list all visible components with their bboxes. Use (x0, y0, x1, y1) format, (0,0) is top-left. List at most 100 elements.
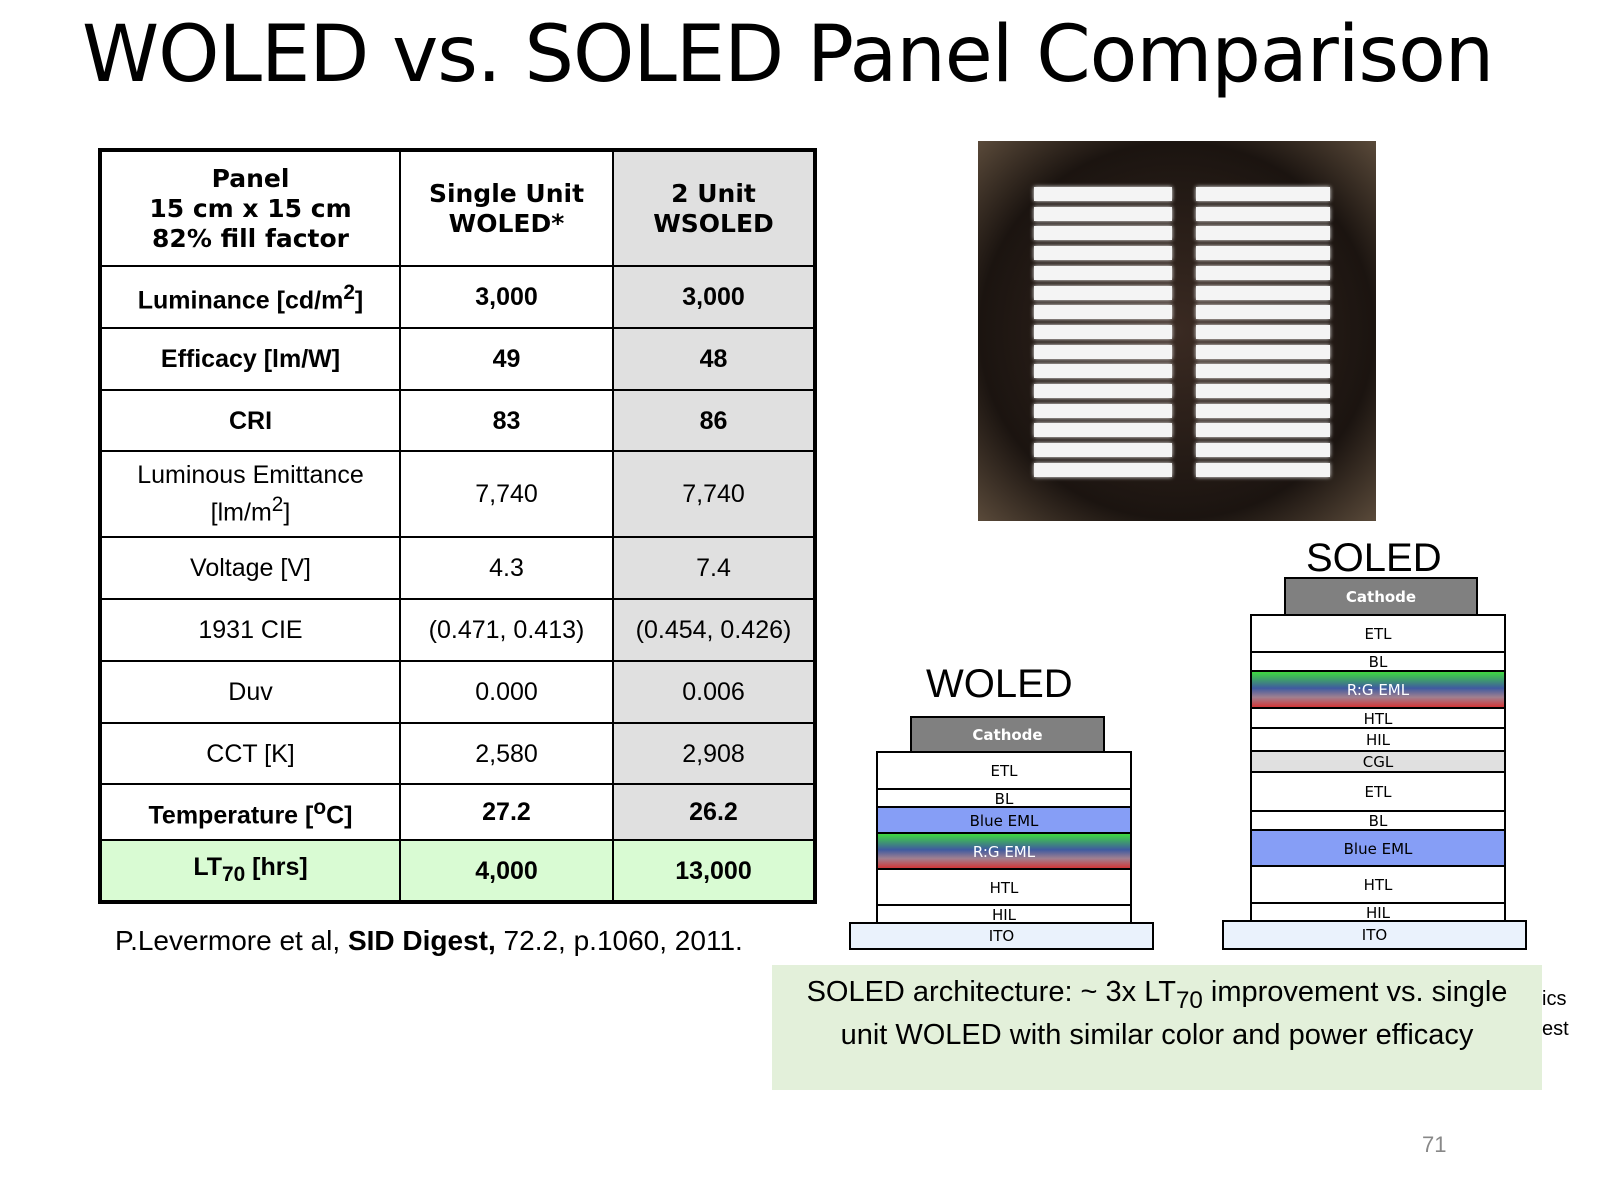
light-slat (1196, 423, 1330, 438)
table-row: Voltage [V] 4.3 7.4 (99, 536, 816, 600)
light-slat (1196, 246, 1330, 261)
woled-value: 7,740 (399, 450, 614, 538)
light-slat (1196, 364, 1330, 379)
table-header-row: Panel 15 cm x 15 cm 82% fill factor Sing… (99, 149, 816, 267)
header-soled: 2 Unit WSOLED (612, 149, 816, 267)
partial-text: ics (1542, 988, 1567, 1010)
soled-layer-cgl: CGL (1250, 750, 1506, 774)
light-slat (1034, 265, 1172, 280)
soled-value: 26.2 (612, 783, 816, 841)
row-label: Efficacy [lm/W] (99, 327, 401, 391)
row-label: CCT [K] (99, 722, 401, 785)
soled-title: SOLED (1306, 536, 1442, 580)
light-slat (1196, 462, 1330, 477)
woled-layer-etl: ETL (876, 751, 1132, 791)
table-row: Duv 0.000 0.006 (99, 660, 816, 724)
woled-layer-cathode: Cathode (910, 716, 1105, 754)
light-slat (1034, 305, 1172, 320)
light-slat (1034, 364, 1172, 379)
light-slat (1196, 226, 1330, 241)
woled-layer-ito: ITO (849, 922, 1154, 950)
soled-value: 0.006 (612, 660, 816, 724)
table-row: Luminance [cd/m2] 3,000 3,000 (99, 265, 816, 329)
soled-layer-etl: ETL (1250, 614, 1506, 654)
note-text: unit WOLED with similar color and power … (840, 1018, 1474, 1051)
woled-value: 0.000 (399, 660, 614, 724)
table-row: Temperature [oC] 27.2 26.2 (99, 783, 816, 841)
comparison-table: Panel 15 cm x 15 cm 82% fill factor Sing… (98, 148, 817, 904)
light-slat (1034, 443, 1172, 458)
soled-layer-hil: HIL (1250, 727, 1506, 753)
light-slat (1034, 206, 1172, 221)
woled-layer-htl: HTL (876, 868, 1132, 907)
slide-title: WOLED vs. SOLED Panel Comparison (82, 10, 1494, 100)
light-slat (1196, 344, 1330, 359)
soled-value: 2,908 (612, 722, 816, 785)
light-slat (1196, 403, 1330, 418)
soled-value: 48 (612, 327, 816, 391)
soled-layer-blue-eml: Blue EML (1250, 829, 1506, 868)
note-text: improvement vs. single (1202, 976, 1508, 1008)
woled-value: 49 (399, 327, 614, 391)
partial-text: est (1542, 1018, 1569, 1040)
light-slat (1034, 285, 1172, 300)
light-slat (1196, 443, 1330, 458)
woled-value: 3,000 (399, 265, 614, 329)
panel-photo (978, 141, 1376, 521)
header-woled: Single Unit WOLED* (399, 149, 614, 267)
summary-note: SOLED architecture: ~ 3x LT70 improvemen… (772, 965, 1542, 1090)
table-row: Luminous Emittance [lm/m2] 7,740 7,740 (99, 450, 816, 538)
soled-layer-cathode: Cathode (1284, 577, 1478, 617)
row-label: Luminance [cd/m2] (99, 265, 401, 329)
row-label: Temperature [oC] (99, 783, 401, 841)
table-row: CCT [K] 2,580 2,908 (99, 722, 816, 785)
light-slat (1034, 226, 1172, 241)
woled-layer-r-g-eml: R:G EML (876, 832, 1132, 871)
soled-value: 13,000 (612, 839, 816, 903)
table-row: CRI 83 86 (99, 389, 816, 452)
note-text: SOLED architecture: ~ 3x LT (806, 976, 1176, 1008)
soled-layer-ito: ITO (1222, 920, 1527, 950)
row-label: Luminous Emittance [lm/m2] (99, 450, 401, 538)
light-slat (1034, 246, 1172, 261)
soled-layer-etl: ETL (1250, 771, 1506, 813)
soled-value: 3,000 (612, 265, 816, 329)
woled-value: 4.3 (399, 536, 614, 600)
row-label: CRI (99, 389, 401, 452)
light-slat (1034, 187, 1172, 201)
light-slat (1196, 324, 1330, 339)
light-slat (1034, 324, 1172, 339)
woled-value: 2,580 (399, 722, 614, 785)
light-slat (1196, 265, 1330, 280)
light-slat (1196, 206, 1330, 221)
citation: P.Levermore et al, SID Digest, 72.2, p.1… (115, 925, 743, 957)
soled-layer-r-g-eml: R:G EML (1250, 670, 1506, 710)
light-slat (1196, 187, 1330, 201)
woled-layer-blue-eml: Blue EML (876, 806, 1132, 835)
row-label: 1931 CIE (99, 598, 401, 662)
soled-value: 7.4 (612, 536, 816, 600)
citation-details: 72.2, p.1060, 2011. (495, 925, 743, 956)
woled-value: (0.471, 0.413) (399, 598, 614, 662)
page-number: 71 (1422, 1132, 1447, 1157)
woled-value: 4,000 (399, 839, 614, 903)
soled-value: 7,740 (612, 450, 816, 538)
light-slat (1196, 285, 1330, 300)
row-label: LT70 [hrs] (99, 839, 401, 903)
citation-journal: SID Digest, (347, 925, 496, 956)
table-row: LT70 [hrs] 4,000 13,000 (99, 839, 816, 903)
citation-authors: P.Levermore et al, (115, 925, 348, 956)
woled-value: 27.2 (399, 783, 614, 841)
light-slat (1034, 344, 1172, 359)
woled-value: 83 (399, 389, 614, 452)
light-slat (1196, 305, 1330, 320)
panel-right (1196, 187, 1330, 477)
row-label: Duv (99, 660, 401, 724)
soled-value: 86 (612, 389, 816, 452)
table-row: Efficacy [lm/W] 49 48 (99, 327, 816, 391)
light-slat (1034, 423, 1172, 438)
panel-left (1034, 187, 1172, 477)
soled-value: (0.454, 0.426) (612, 598, 816, 662)
note-sub: 70 (1175, 986, 1203, 1014)
light-slat (1034, 384, 1172, 399)
